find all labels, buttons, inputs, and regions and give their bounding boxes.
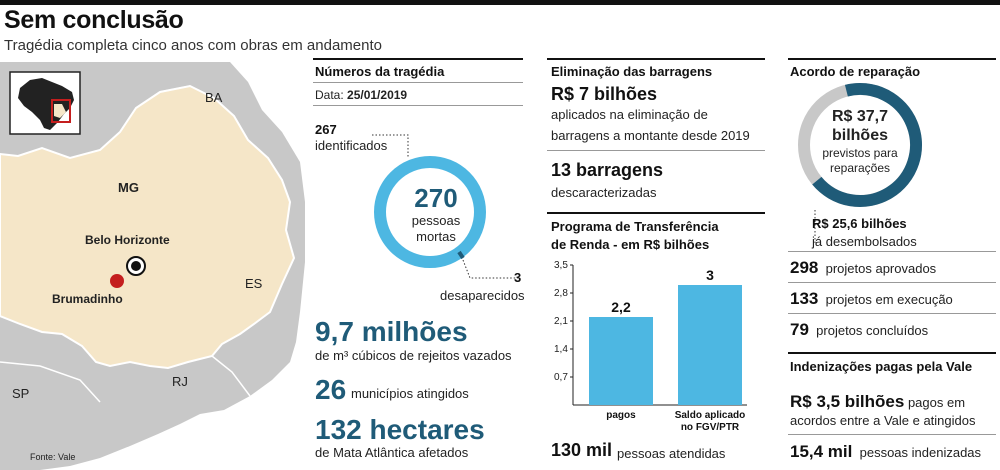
tailings-value: 9,7 milhões <box>315 316 468 347</box>
indemnities-amount: R$ 3,5 bilhões <box>790 392 905 411</box>
chart-category-label: pagos <box>606 410 636 421</box>
label-sp: SP <box>12 386 30 401</box>
indemnities-amount-desc-1: pagos em <box>907 395 966 410</box>
deaths-donut <box>370 134 518 279</box>
dams-amount-desc-2: barragens a montante desde 2019 <box>551 128 750 143</box>
chart-bar <box>589 317 653 405</box>
hectares-label: de Mata Atlântica afetados <box>315 445 469 460</box>
program-heading-1: Programa de Transferência <box>551 219 719 234</box>
identified-value: 267 <box>315 122 337 137</box>
deaths-label-1: pessoas <box>411 213 461 228</box>
program-people-value: 130 mil <box>551 440 613 460</box>
location-map <box>0 62 305 470</box>
brumadinho-marker <box>110 274 124 288</box>
chart-value-label: 2,2 <box>611 299 631 315</box>
chart-y-tick-label: 2,8 <box>554 288 568 299</box>
source-note: Fonte: Vale <box>30 452 76 462</box>
project-value: 79 <box>790 320 809 339</box>
project-row: 79 projetos concluídos <box>790 320 928 340</box>
chart-category-label: Saldo aplicado <box>675 410 746 421</box>
program-people-label: pessoas atendidas <box>617 446 726 461</box>
page-title: Sem conclusão <box>4 6 184 34</box>
cities-label: municípios atingidos <box>351 386 469 401</box>
tragedy-heading: Números da tragédia <box>315 64 445 79</box>
project-row: 133 projetos em execução <box>790 289 953 309</box>
label-es: ES <box>245 276 263 291</box>
agreement-paid-value: R$ 25,6 bilhões <box>812 216 907 231</box>
chart-bar <box>678 285 742 405</box>
transfer-bar-chart: 0,7 1,4 2,1 2,8 3,5 2,2 pagos 3 Saldo aplicadono… <box>554 260 747 433</box>
donut-identified-ring <box>374 156 486 268</box>
project-row: 298 projetos aprovados <box>790 258 936 278</box>
tragedy-date: Data: 25/01/2019 <box>315 88 407 102</box>
label-ba: BA <box>205 90 223 105</box>
hectares-value: 132 hectares <box>315 414 485 445</box>
program-heading-2: de Renda - em R$ bilhões <box>551 237 710 252</box>
tailings-label: de m³ cúbicos de rejeitos vazados <box>315 348 512 363</box>
col1-top-rule <box>313 58 523 60</box>
chart-category-label: no FGV/PTR <box>681 422 740 433</box>
agreement-total-desc-2: reparações <box>829 161 891 175</box>
donut-paid-arc <box>812 83 922 207</box>
dams-count-desc: descaracterizadas <box>551 185 657 200</box>
project-value: 298 <box>790 258 819 277</box>
indemnities-people-label: pessoas indenizadas <box>859 445 982 460</box>
indemnities-people-value: 15,4 mil <box>790 442 853 461</box>
agreement-total-unit: bilhões <box>831 127 888 144</box>
top-rule <box>0 0 1000 5</box>
indemnities-amount-desc-2: acordos entre a Vale e atingidos <box>790 413 976 428</box>
agreement-total-desc-1: previstos para <box>822 146 898 160</box>
agreement-heading: Acordo de reparação <box>790 64 921 79</box>
chart-y-tick-label: 3,5 <box>554 260 568 271</box>
chart-y-tick-label: 0,7 <box>554 372 568 383</box>
indemnities-amount-row: R$ 3,5 bilhões pagos em <box>790 392 965 412</box>
date-label: Data: <box>315 88 344 102</box>
project-label: projetos aprovados <box>825 261 937 276</box>
dams-amount: R$ 7 bilhões <box>551 84 658 104</box>
donut-missing-segment <box>457 250 465 260</box>
project-label: projetos em execução <box>825 292 953 307</box>
chart-y-tick-label: 1,4 <box>554 344 568 355</box>
col3-top-rule <box>788 58 996 60</box>
dams-amount-desc-1: aplicados na eliminação de <box>551 107 708 122</box>
dams-count: 13 barragens <box>551 160 664 180</box>
deaths-label-2: mortas <box>416 229 456 244</box>
program-top-rule <box>547 212 765 214</box>
agreement-donut <box>798 83 922 245</box>
chart-value-label: 3 <box>706 267 714 283</box>
identified-label: identificados <box>315 138 388 153</box>
label-brumadinho: Brumadinho <box>52 292 123 306</box>
label-rj: RJ <box>172 374 188 389</box>
col2-top-rule <box>547 58 765 60</box>
page-subtitle: Tragédia completa cinco anos com obras e… <box>4 37 382 54</box>
project-label: projetos concluídos <box>816 323 929 338</box>
indemnities-heading: Indenizações pagas pela Vale <box>790 359 973 374</box>
agreement-total-value: R$ 37,7 <box>831 108 889 125</box>
missing-label: desaparecidos <box>440 288 525 303</box>
deaths-value: 270 <box>414 183 458 213</box>
project-value: 133 <box>790 289 819 308</box>
date-value: 25/01/2019 <box>347 88 408 102</box>
indemnities-people-row: 15,4 mil pessoas indenizadas <box>790 442 981 462</box>
chart-y-tick-label: 2,1 <box>554 316 568 327</box>
label-mg: MG <box>118 180 139 195</box>
cities-value: 26 <box>315 374 347 405</box>
label-belo-horizonte: Belo Horizonte <box>85 233 170 247</box>
dams-heading: Eliminação das barragens <box>551 64 713 79</box>
indemnities-top-rule <box>788 352 996 354</box>
missing-value: 3 <box>514 270 522 285</box>
agreement-paid-label: já desembolsados <box>812 234 917 249</box>
